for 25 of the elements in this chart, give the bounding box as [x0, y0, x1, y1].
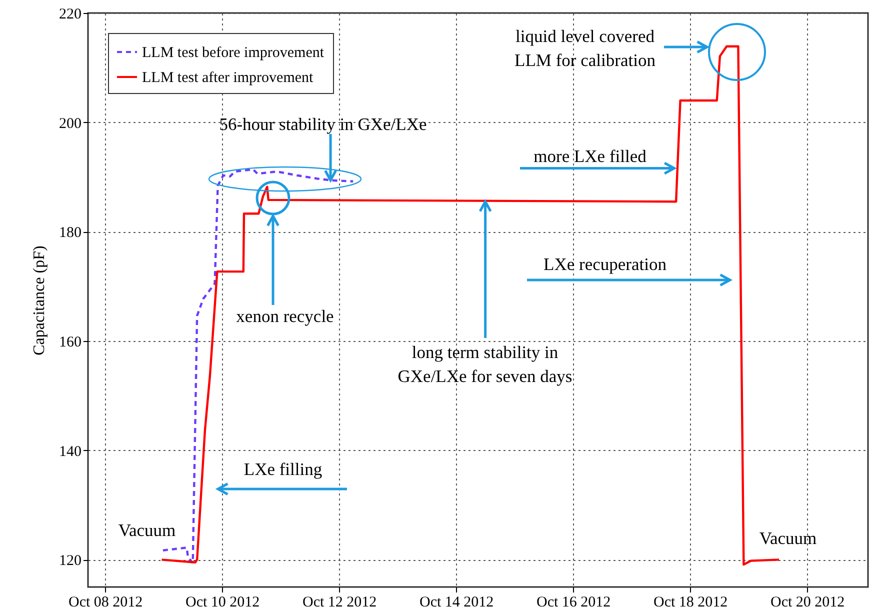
y-tick-label: 200 — [59, 116, 82, 132]
annotation: LXe recuperation — [544, 254, 667, 274]
annotation: liquid level covered LLM for calibration — [514, 26, 656, 70]
annotation: Vacuum — [759, 528, 818, 548]
annotation: LXe filling — [244, 459, 322, 479]
annotation: xenon recycle — [236, 306, 334, 326]
y-tick-label: 160 — [59, 334, 82, 350]
y-tick-label: 140 — [59, 444, 82, 460]
annotation: long term stability in GXe/LXe for seven days — [398, 342, 572, 386]
y-axis-title: Capacitance (pF) — [31, 246, 48, 356]
legend-label: LLM test after improvement — [142, 70, 314, 86]
x-tick-label: Oct 16 2012 — [536, 594, 611, 610]
x-tick-label: Oct 12 2012 — [302, 594, 377, 610]
x-tick-label: Oct 14 2012 — [419, 594, 494, 610]
x-tick-label: Oct 10 2012 — [185, 594, 260, 610]
annotation: more LXe filled — [534, 146, 647, 166]
y-tick-label: 220 — [59, 6, 82, 22]
y-tick-label: 180 — [59, 225, 82, 242]
legend-label: LLM test before improvement — [142, 45, 325, 61]
annotation: 56-hour stability in GXe/LXe — [219, 114, 427, 134]
x-tick-label: Oct 20 2012 — [770, 594, 845, 610]
x-tick-label: Oct 08 2012 — [68, 594, 143, 610]
annotation: Vacuum — [118, 520, 176, 540]
y-tick-label: 120 — [59, 553, 82, 570]
x-tick-label: Oct 18 2012 — [653, 594, 728, 610]
